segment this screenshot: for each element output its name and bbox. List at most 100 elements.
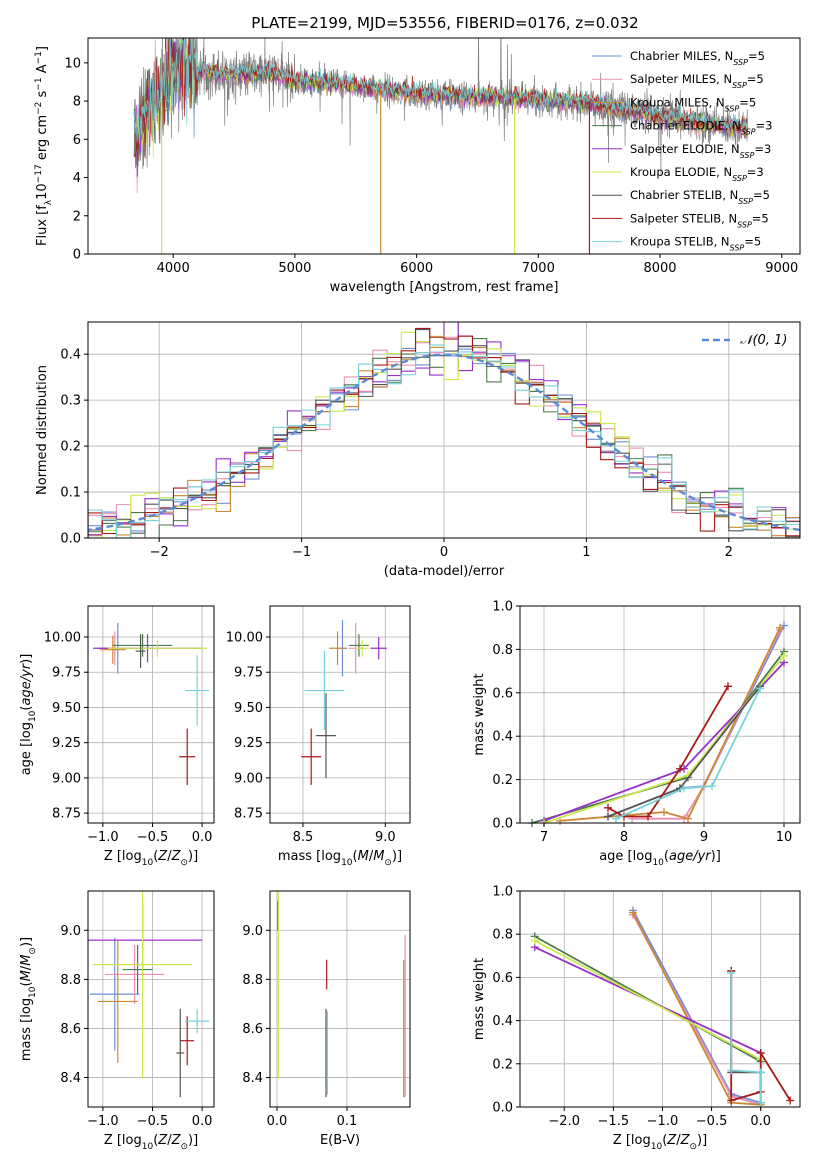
y-tick-label: 0.6 bbox=[492, 971, 513, 986]
label-part: 10 bbox=[28, 986, 38, 998]
legend-entry: Kroupa STELIB, NSSP=5 bbox=[630, 235, 761, 253]
legend-sub: SSP bbox=[730, 243, 745, 252]
x-tick-label: 5000 bbox=[278, 261, 311, 276]
legend-nssp: =5 bbox=[739, 95, 756, 109]
y-tick-label: 0.2 bbox=[492, 1057, 513, 1072]
weight-point-marker bbox=[776, 623, 784, 632]
label-part: −1 bbox=[34, 77, 44, 90]
y-tick-label: 8.6 bbox=[242, 1022, 263, 1037]
label-part: 10 bbox=[341, 858, 353, 868]
x-tick-label: −0.5 bbox=[696, 1114, 728, 1129]
legend-entry: 𝒩(0, 1) bbox=[740, 333, 787, 348]
label-part: 10 bbox=[652, 858, 664, 868]
legend-name: Kroupa ELODIE, N bbox=[630, 165, 732, 179]
y-tick-label: 8.4 bbox=[60, 1071, 81, 1086]
label-part: ⊙ bbox=[28, 947, 38, 955]
x-tick-label: −2.0 bbox=[548, 1114, 580, 1129]
label-part: 10 bbox=[28, 710, 38, 722]
label-part: 10 bbox=[651, 1142, 663, 1152]
x-axis-label: wavelength [Angstrom, rest frame] bbox=[330, 280, 559, 295]
label-part: ⊙ bbox=[180, 1142, 188, 1152]
y-tick-label: 1.0 bbox=[492, 885, 513, 900]
weight-point-marker bbox=[756, 1068, 765, 1077]
age-vs-Z-panel: −1.0 −0.5 0.0 8.75 9.00 9.25 9.50 9.75 10.00 Z [l… bbox=[19, 605, 215, 868]
weight-point-marker bbox=[727, 969, 736, 978]
axes-frame bbox=[269, 605, 411, 824]
spectrum-plot bbox=[133, 38, 749, 254]
x-tick-label: −0.5 bbox=[137, 1114, 169, 1129]
y-tick-label: 9.25 bbox=[52, 736, 81, 751]
label-part: Z bbox=[157, 849, 168, 864]
legend-nssp: =3 bbox=[747, 165, 764, 179]
errorbar-plot bbox=[301, 620, 387, 785]
y-tick-label: 0.4 bbox=[492, 730, 513, 745]
label-part: 10 bbox=[142, 1142, 154, 1152]
y-tick-label: 9.00 bbox=[234, 771, 263, 786]
weight-point-marker bbox=[676, 764, 684, 773]
label-part: age/yr bbox=[19, 662, 34, 705]
y-tick-label: 9.50 bbox=[234, 701, 263, 716]
y-tick-label: 8.8 bbox=[60, 973, 81, 988]
legend-sub: SSP bbox=[741, 127, 756, 136]
legend-entry: Chabrier ELODIE, NSSP=3 bbox=[630, 119, 772, 137]
x-axis-label: E(B-V) bbox=[320, 1133, 360, 1148]
y-tick-label: 9.25 bbox=[234, 736, 263, 751]
weight-series-line bbox=[534, 939, 762, 1061]
y-tick-label: 0.2 bbox=[492, 773, 513, 788]
weight-series-line bbox=[730, 973, 762, 1103]
weight-point-marker bbox=[756, 1098, 765, 1107]
weight-point-marker bbox=[604, 812, 612, 821]
legend-name: Chabrier MILES, N bbox=[630, 49, 733, 63]
label-part: age/yr bbox=[669, 849, 712, 864]
x-axis-label: age [log10(age/yr)] bbox=[599, 849, 721, 868]
mass-vs-Z-panel: −1.0 −0.5 0.08.48.68.89.0Z [log10(Z/Z⊙)]ma… bbox=[19, 890, 215, 1152]
label-part: M bbox=[373, 849, 384, 864]
y-axis-label: age [log10(age/yr)] bbox=[19, 654, 38, 776]
y-axis-label: mass weight bbox=[472, 958, 487, 1040]
legend-entry: Salpeter ELODIE, NSSP=3 bbox=[630, 142, 771, 160]
weight-series-line bbox=[632, 909, 761, 1104]
y-tick-label: 10 bbox=[64, 56, 81, 71]
legend-entry: Chabrier MILES, NSSP=5 bbox=[630, 49, 765, 67]
x-tick-label: 7 bbox=[540, 830, 548, 845]
label-part: −2 bbox=[34, 102, 44, 115]
y-tick-label: 9.75 bbox=[52, 666, 81, 681]
x-tick-label: −1.0 bbox=[87, 1114, 119, 1129]
y-tick-label: 0.3 bbox=[60, 394, 81, 409]
histogram-series bbox=[88, 344, 800, 538]
label-part: )] bbox=[188, 849, 198, 864]
label-part: ( bbox=[664, 849, 669, 864]
errorbar-plot bbox=[92, 622, 210, 785]
y-tick-label: 0.0 bbox=[60, 532, 81, 547]
legend-nssp: =5 bbox=[747, 72, 764, 86]
y-tick-label: 10.00 bbox=[226, 631, 263, 646]
x-tick-label: 8 bbox=[620, 830, 628, 845]
y-tick-label: 0.4 bbox=[492, 1014, 513, 1029]
legend-nssp: =5 bbox=[744, 235, 761, 249]
legend-sub: SSP bbox=[737, 220, 752, 229]
label-part: ( bbox=[19, 981, 34, 986]
label-part: erg cm bbox=[35, 115, 50, 164]
legend-name: Salpeter STELIB, N bbox=[630, 211, 737, 225]
y-tick-label: 9.00 bbox=[52, 771, 81, 786]
legend-name: Kroupa STELIB, N bbox=[630, 235, 730, 249]
label-part: ⊙ bbox=[689, 1142, 697, 1152]
label-part: M bbox=[358, 849, 369, 864]
weight-point-marker bbox=[708, 782, 716, 791]
label-part: λ bbox=[44, 199, 54, 205]
label-part: wavelength [Angstrom, rest frame] bbox=[330, 280, 559, 295]
label-part: E(B-V) bbox=[320, 1133, 360, 1148]
legend-name: Kroupa MILES, N bbox=[630, 95, 725, 109]
x-tick-label: 7000 bbox=[522, 261, 555, 276]
y-tick-label: 8.75 bbox=[234, 807, 263, 822]
x-axis-label: mass [log10(M/M⊙)] bbox=[278, 849, 402, 868]
axes-frame bbox=[519, 890, 801, 1108]
x-tick-label: 8.5 bbox=[293, 830, 314, 845]
legend-name: Salpeter ELODIE, N bbox=[630, 142, 740, 156]
y-tick-label: 1.0 bbox=[492, 600, 513, 615]
label-part: ] bbox=[35, 46, 50, 51]
residuals-panel: −2 −1 0 1 2 0.0 0.1 0.2 0.3 0.4 (data-model)/error… bbox=[35, 321, 801, 579]
label-part: Z bbox=[666, 1133, 677, 1148]
weight-point-marker bbox=[727, 1096, 736, 1105]
